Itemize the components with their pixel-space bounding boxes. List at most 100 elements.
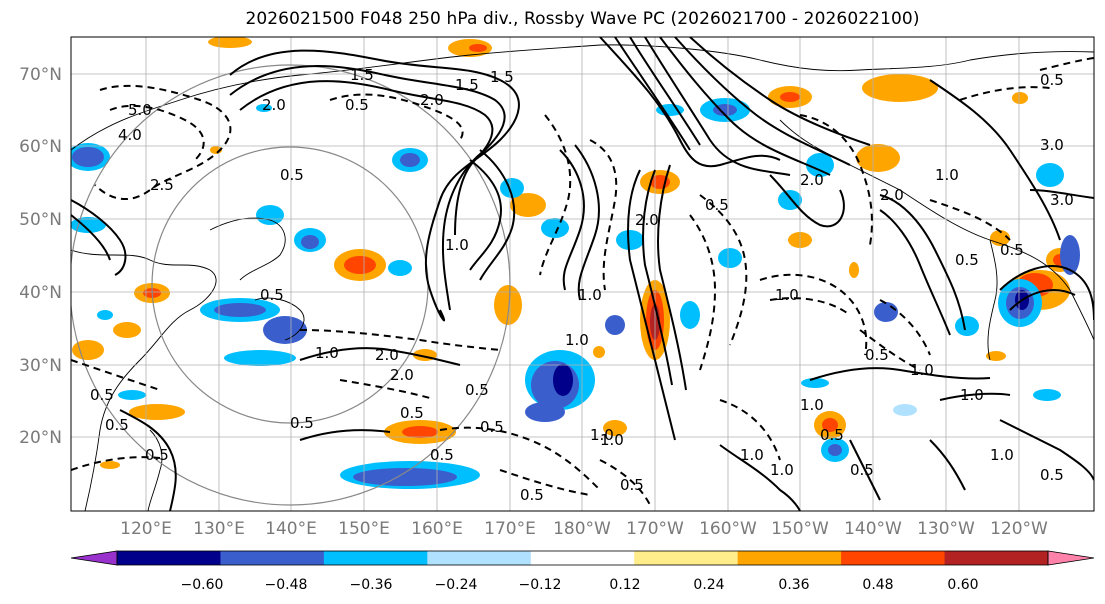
colorbar-extension-low [70,550,118,566]
contour-label: 1.0 [315,344,339,362]
contour-label: 5.0 [128,101,152,119]
contour-label: 1.0 [770,461,794,479]
colorbar-tick-label: −0.24 [435,577,478,593]
colorbar-segment [530,551,635,565]
graticule [71,37,1094,511]
contour-label: 2.0 [390,366,414,384]
contour-label: 2.0 [262,96,286,114]
contour-label: 2.0 [880,186,904,204]
contour-label: 1.0 [590,426,614,444]
lon-label: 150°W [771,519,829,539]
contour-label: 0.5 [1040,71,1064,89]
colorbar-extension-high [1047,550,1095,566]
contour-label: 0.5 [620,476,644,494]
contour-label: 1.0 [740,446,764,464]
colorbar [70,550,1095,566]
colorbar-tick-label: 0.24 [693,577,724,593]
colorbar-tick-label: 0.36 [778,577,809,593]
colorbar-tick-label: −0.48 [265,577,308,593]
contour-label: 0.5 [1000,241,1024,259]
contour-label: 0.5 [865,346,889,364]
contour-label: 1.0 [578,286,602,304]
contour-label: 0.5 [520,486,544,504]
contour-label: 2.0 [800,171,824,189]
contour-label: 1.0 [600,431,624,449]
colorbar-segment [323,551,428,565]
lon-label: 160°W [699,519,757,539]
lat-label: 70°N [19,65,62,85]
divergence-shading [71,37,1080,489]
colorbar-tick-label: 0.12 [609,577,640,593]
lon-label: 150°E [338,519,390,539]
contour-label: 1.0 [800,396,824,414]
map-frame [70,36,1095,512]
colorbar-segment [841,551,946,565]
lon-label: 130°E [193,519,245,539]
contour-label: 1.5 [455,76,479,94]
contour-label: 0.5 [145,446,169,464]
contour-labels: 4.0 5.0 2.5 0.5 0.5 2.0 1.0 0.5 2.0 1.5 … [90,66,1074,504]
contour-label: 1.5 [490,68,514,86]
colorbar-segment [944,551,1049,565]
contour-label: 3.0 [1050,191,1074,209]
colorbar-segment [634,551,739,565]
contour-label: 2.0 [420,91,444,109]
contour-label: 1.0 [565,331,589,349]
contour-label: 1.0 [935,166,959,184]
contour-label: 3.0 [1040,136,1064,154]
contour-label: 2.5 [150,176,174,194]
contour-label: 1.0 [445,236,469,254]
colorbar-tick-label: −0.12 [519,577,562,593]
contour-label: 0.5 [290,414,314,432]
contour-label: 0.5 [480,418,504,436]
lon-label: 120°W [990,519,1048,539]
colorbar-tick-label: 0.60 [947,577,978,593]
lat-label: 50°N [19,210,62,230]
contour-label: 0.5 [820,426,844,444]
contour-label: 1.0 [960,386,984,404]
colorbar-segment [220,551,325,565]
contour-label: 0.5 [430,446,454,464]
contour-label: 0.5 [90,386,114,404]
colorbar-tick-label: 0.48 [862,577,893,593]
lat-label: 60°N [19,137,62,157]
lat-label: 20°N [19,428,62,448]
colorbar-frame [116,550,1049,566]
lon-label: 180°W [553,519,611,539]
contour-label: 0.5 [705,196,729,214]
contour-label: 4.0 [118,126,142,144]
longitude-labels: 120°E 130°E 140°E 150°E 160°E 170°E 180°… [120,519,1048,539]
contour-label: 0.5 [400,404,424,422]
lat-label: 30°N [19,356,62,376]
colorbar-tick-label: −0.36 [350,577,393,593]
contour-label: 0.5 [850,461,874,479]
contour-label: 0.5 [105,416,129,434]
lon-label: 120°E [120,519,172,539]
lon-label: 140°E [265,519,317,539]
contour-label: 1.5 [350,66,374,84]
map-title: 2026021500 F048 250 hPa div., Rossby Wav… [245,9,920,29]
contour-label: 0.5 [1040,466,1064,484]
lon-label: 160°E [411,519,463,539]
lon-label: 140°W [844,519,902,539]
contour-label: 2.0 [375,346,399,364]
colorbar-labels: −0.60 −0.48 −0.36 −0.24 −0.12 0.12 0.24 … [181,577,979,593]
contour-label: 1.0 [775,286,799,304]
latitude-labels: 70°N 60°N 50°N 40°N 30°N 20°N [19,65,62,448]
rossby-wave-contours [71,37,1094,511]
contour-label: 1.0 [910,361,934,379]
contour-label: 0.5 [955,251,979,269]
contour-label: 1.0 [990,446,1014,464]
contour-label: 0.5 [465,381,489,399]
colorbar-segment [737,551,842,565]
contour-label: 0.5 [260,286,284,304]
contour-label: 2.0 [635,211,659,229]
contour-label: 0.5 [280,166,304,184]
lat-label: 40°N [19,283,62,303]
lon-label: 170°W [626,519,684,539]
contour-label: 0.5 [345,96,369,114]
dashed-contours [71,57,1094,506]
lon-label: 130°W [917,519,975,539]
colorbar-tick-label: −0.60 [181,577,224,593]
